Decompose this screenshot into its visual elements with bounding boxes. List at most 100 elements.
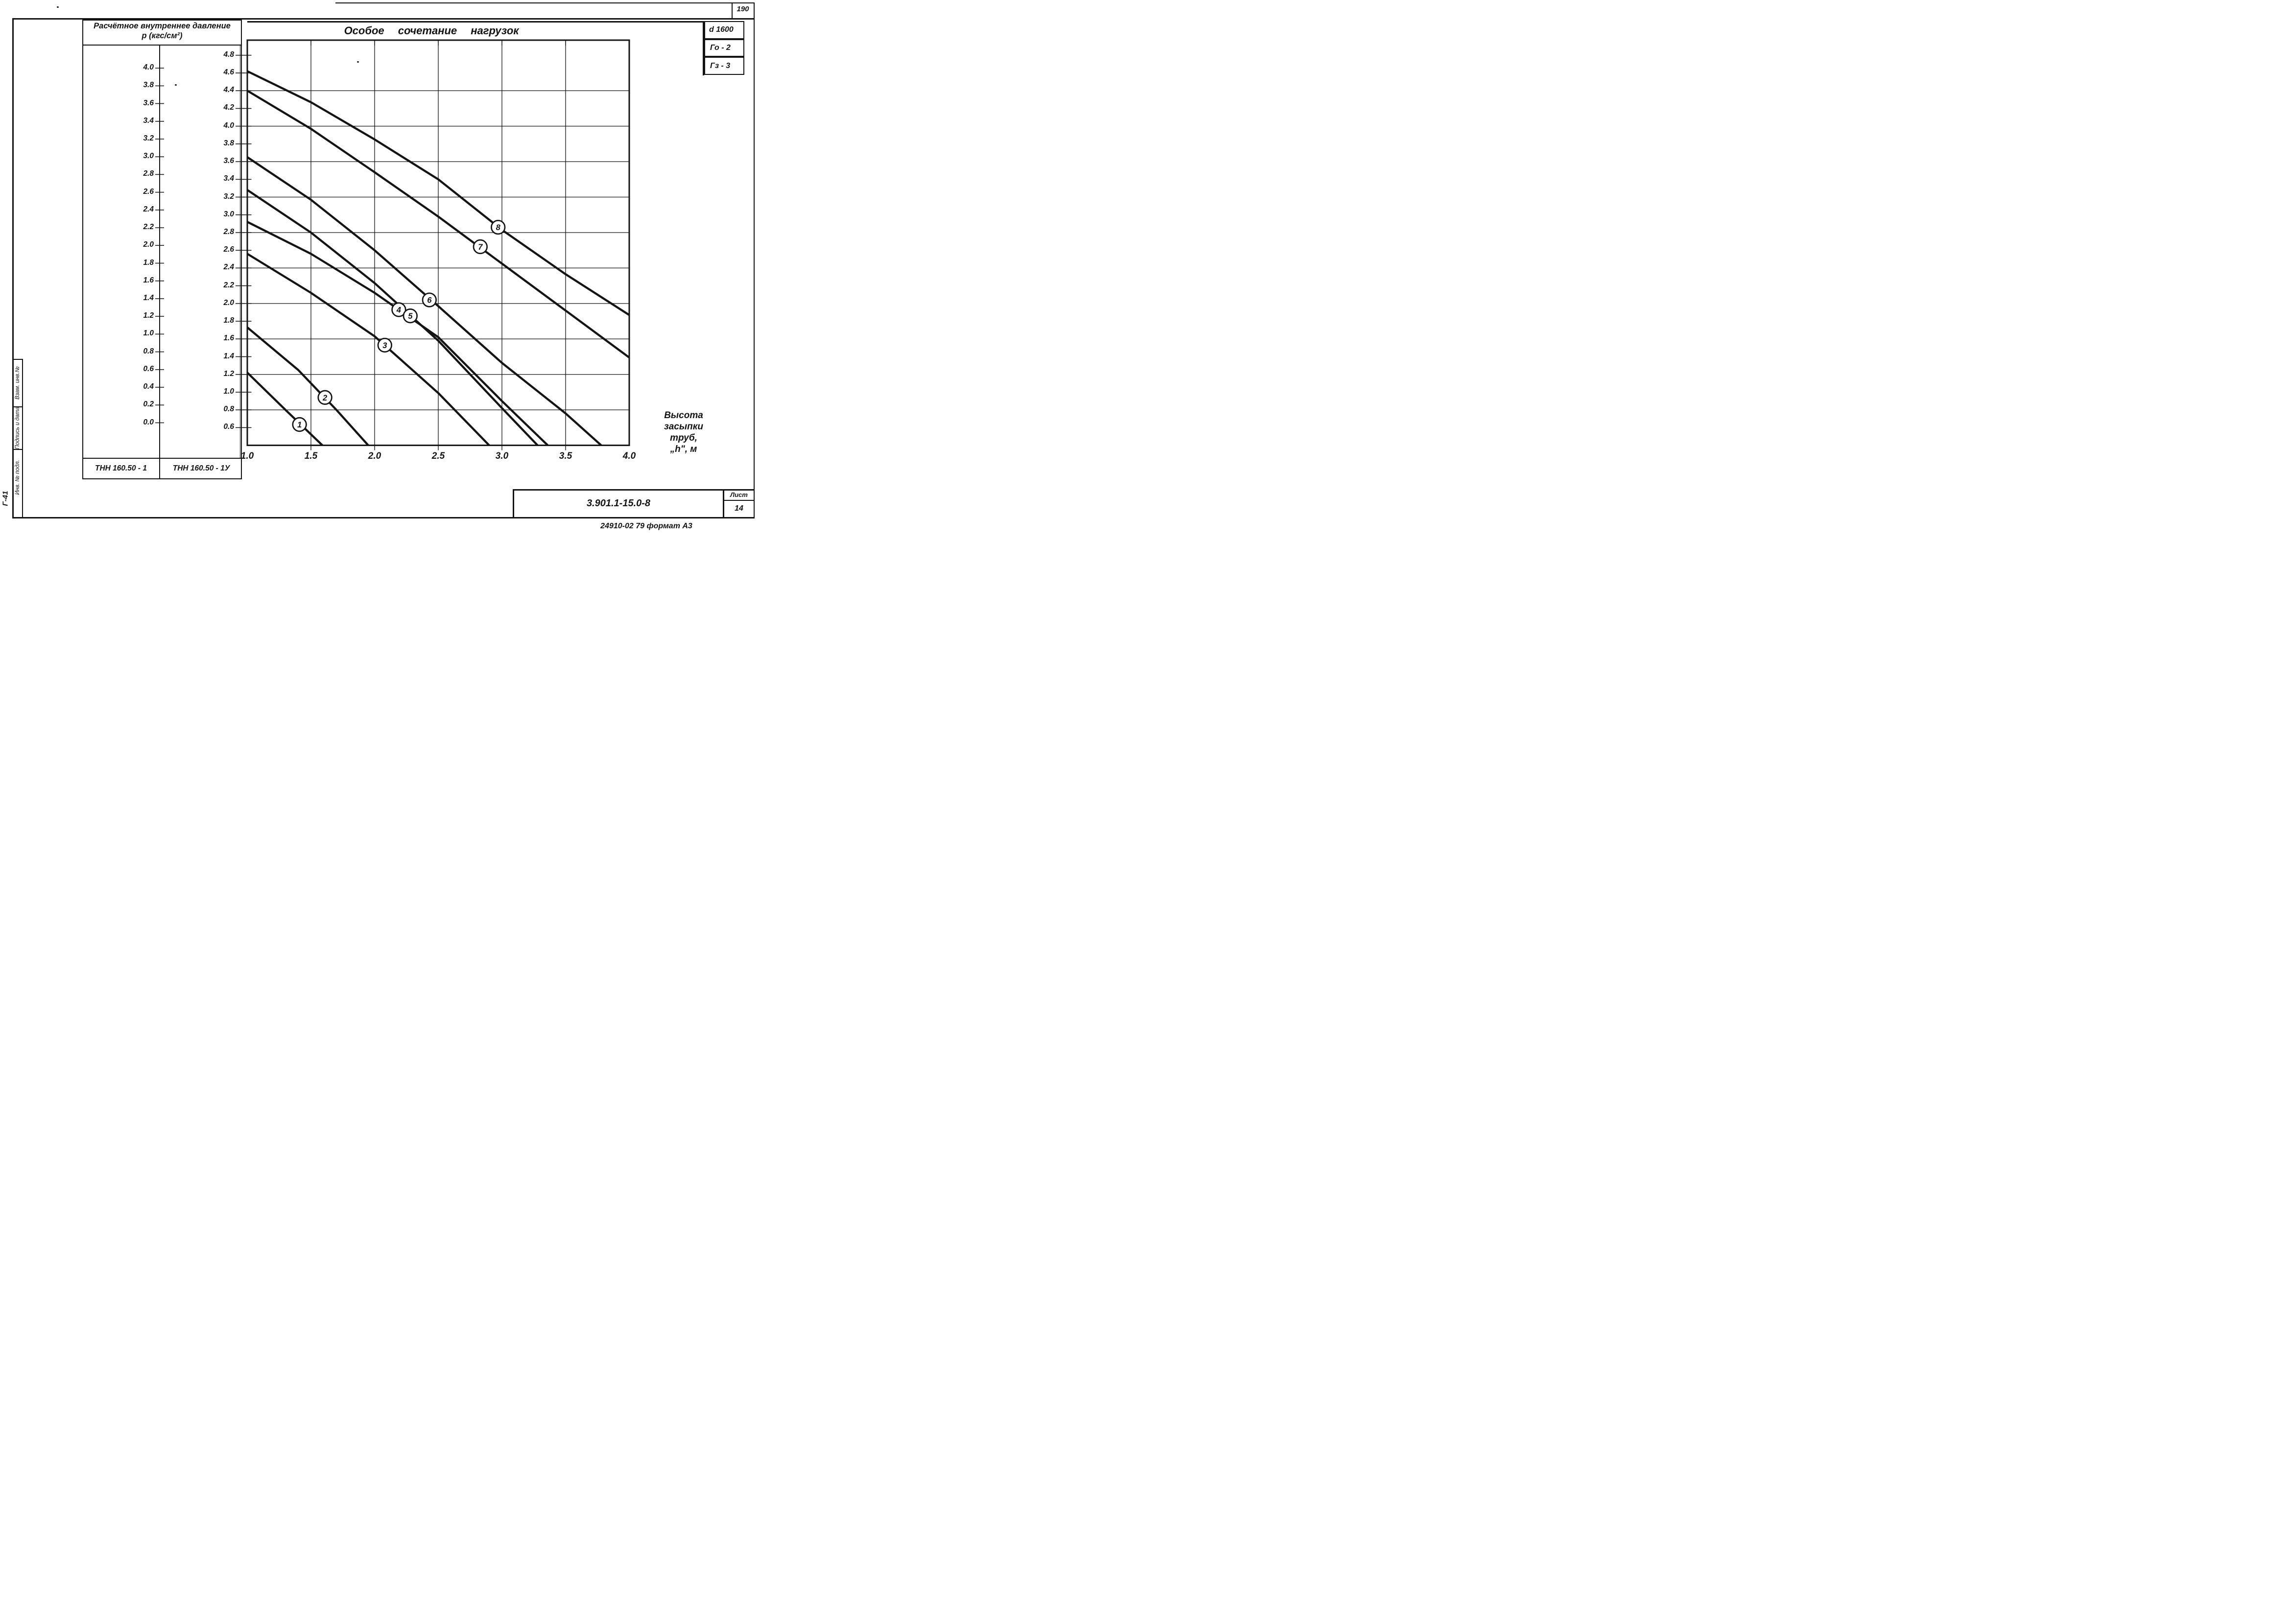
curve-label-number-8: 8 [496,223,501,232]
drawing-sheet: 190 d 1600 Го - 2 Гз - 3 Взам. инв.№ Под… [0,0,757,539]
panel-header-underline [82,45,242,46]
stamp-box-gz3 [704,57,744,75]
curve-label-number-3: 3 [382,341,387,350]
curve-label-number-2: 2 [322,394,327,402]
page-number-box-left [732,2,733,18]
scale1-label-2.8: 2.8 [143,169,154,178]
scale1-label-2.0: 2.0 [143,240,154,249]
title-block-sheet-divider [723,500,755,501]
stamp-label-go2: Го - 2 [710,44,731,52]
scale2-label-2.4: 2.4 [223,263,234,272]
stamp-box-go2 [704,39,744,57]
curve-label-circle-6 [422,292,437,307]
scale2-label-3.8: 3.8 [223,139,234,147]
scale1-label-0.8: 0.8 [143,347,154,355]
title-block-divider [723,489,724,518]
pressure-panel [82,20,242,479]
scale1-label-3.2: 3.2 [143,134,154,142]
curve-1 [247,372,323,446]
scale2-label-4.4: 4.4 [223,86,234,94]
scale2-label-4.0: 4.0 [223,121,234,130]
panel-header-line1: Расчётное внутреннее давление [94,22,231,30]
footer-note: 24910-02 79 формат А3 [600,522,692,530]
side-strip-divider-2 [12,406,23,407]
scale1-label-0.4: 0.4 [143,382,154,391]
curve-3 [247,253,490,446]
curve-label-number-4: 4 [396,306,401,315]
side-strip-divider-3 [12,449,23,450]
x-axis-label-1.5: 1.5 [304,451,318,461]
scale1-label-0.2: 0.2 [143,400,154,409]
curve-label-number-7: 7 [478,243,483,252]
sheet-number: 14 [735,504,743,513]
scale2-label-2.8: 2.8 [223,227,234,236]
curve-label-circle-8 [491,219,506,235]
scale2-label-1.6: 1.6 [223,334,234,343]
curve-label-circle-1 [292,417,307,432]
scale1-label-2.4: 2.4 [143,205,154,213]
frame-right [753,2,755,518]
scale2-label-1.0: 1.0 [223,387,234,396]
scale1-label-3.0: 3.0 [143,152,154,161]
scale2-label-3.4: 3.4 [223,174,234,183]
curve-label-circle-2 [317,390,333,405]
title-strip-top [247,21,704,23]
x-axis-title-line-4: „h", м [670,444,697,454]
curve-6 [247,156,602,446]
x-axis-label-3.0: 3.0 [495,451,509,461]
scale2-label-0.6: 0.6 [223,423,234,431]
scale2-label-1.2: 1.2 [223,369,234,378]
side-strip-right-line [22,359,23,518]
doc-number: 3.901.1-15.0-8 [586,498,651,509]
curve-7 [247,90,629,359]
scale2-label-1.8: 1.8 [223,316,234,325]
panel-footer-tnn1: ТНН 160.50 - 1 [95,464,147,472]
curve-label-circle-4 [391,302,406,317]
scale1-label-1.6: 1.6 [143,276,154,284]
side-strip-divider-1 [12,359,23,360]
scan-speck [175,84,177,86]
x-axis-label-4.0: 4.0 [622,451,636,461]
scale1-label-0.6: 0.6 [143,364,154,373]
stamp-box-d1600 [704,21,744,39]
panel-tick-line [239,45,241,458]
x-axis-label-2.5: 2.5 [431,451,445,461]
x-axis-title-line-2: засыпки [664,422,703,432]
curve-2 [247,327,369,446]
panel-column-divider [159,45,161,479]
frame-left [12,18,14,518]
scale2-label-2.6: 2.6 [223,245,234,254]
scale2-label-4.8: 4.8 [223,50,234,59]
panel-header-line2: р (кгс/см²) [142,31,183,40]
scale2-label-3.2: 3.2 [223,192,234,201]
scale1-label-4.0: 4.0 [143,63,154,72]
scale1-label-1.2: 1.2 [143,311,154,320]
curve-4 [247,221,549,446]
title-block-top [513,489,755,491]
scale1-label-3.4: 3.4 [143,116,154,125]
sheet-label: Лист [730,491,748,498]
scale2-label-1.4: 1.4 [223,352,234,360]
x-axis-label-2.0: 2.0 [368,451,381,461]
frame-top [12,18,755,20]
curve-8 [247,70,629,316]
x-axis-title-line-3: труб, [670,433,697,443]
scale1-label-2.6: 2.6 [143,187,154,196]
scale2-label-3.0: 3.0 [223,210,234,218]
curves-group [247,70,629,446]
scan-speck [357,61,359,63]
panel-footer-topline [82,458,242,459]
curve-label-number-5: 5 [408,312,413,321]
scan-speck [57,6,59,8]
page-number: 190 [737,5,749,13]
panel-footer-tnn1u: ТНН 160.50 - 1У [172,464,230,472]
chart-title: Особое сочетание нагрузок [344,24,519,37]
scale2-label-0.8: 0.8 [223,405,234,414]
scale1-label-3.6: 3.6 [143,98,154,107]
scale1-label-0.0: 0.0 [143,418,154,426]
scale1-label-1.0: 1.0 [143,329,154,338]
x-axis-title-line-1: Высота [664,410,703,421]
x-axis-label-3.5: 3.5 [559,451,572,461]
scale2-label-2.2: 2.2 [223,281,234,289]
curve-label-circle-5 [403,308,418,324]
